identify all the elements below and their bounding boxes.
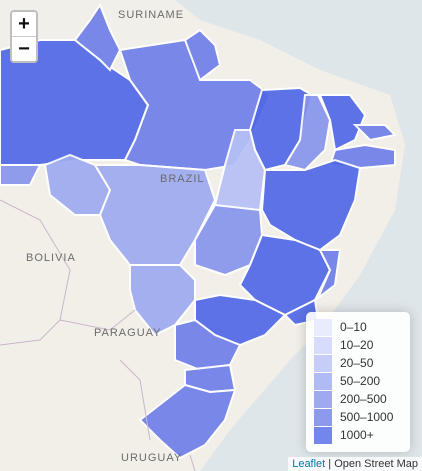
legend-item: 20–50 [314,354,402,372]
state-rn[interactable] [352,124,398,142]
leaflet-link[interactable]: Leaflet [292,458,326,470]
legend-item: 10–20 [314,336,402,354]
state-rio-grande-do-sul[interactable] [138,383,237,460]
legend-swatch [314,372,332,390]
legend-item: 200–500 [314,390,402,408]
label-bolivia: BOLIVIA [26,252,76,264]
state-parana[interactable] [174,318,242,372]
state-espirito-santo[interactable] [315,249,342,302]
state-roraima[interactable] [73,2,122,72]
legend-swatch [314,336,332,354]
legend-item: 500–1000 [314,408,402,426]
zoom-in-button[interactable]: + [18,13,30,35]
legend-label: 200–500 [340,392,387,406]
state-acre[interactable] [0,164,42,186]
state-goias[interactable] [194,203,264,277]
legend-item: 50–200 [314,372,402,390]
label-uruguay: URUGUAY [121,452,183,464]
legend-item: 1000+ [314,426,402,444]
legend-label: 1000+ [340,428,374,442]
legend-swatch [314,426,332,444]
zoom-out-button[interactable]: − [12,36,36,61]
legend-swatch [314,354,332,372]
legend-swatch [314,408,332,426]
legend-swatch [314,318,332,336]
osm-attribution: Open Street Map [334,458,418,470]
country-border [0,199,196,471]
legend-label: 500–1000 [340,410,394,424]
state-bahia[interactable] [260,158,362,252]
legend-label: 20–50 [340,356,374,370]
legend-item: 0–10 [314,318,402,336]
attribution-separator: | [325,458,335,470]
legend-label: 10–20 [340,338,374,352]
attribution: Leaflet | Open Street Map [288,457,422,471]
legend-swatch [314,390,332,408]
label-suriname: SURINAME [118,9,185,21]
legend: 0–10 10–20 20–50 50–200 200–500 500–1000… [306,312,410,452]
label-paraguay: PARAGUAY [94,327,162,339]
zoom-control: + − [10,10,38,63]
label-brazil: BRAZIL [160,173,205,185]
state-piaui[interactable] [283,94,332,172]
state-ceara[interactable] [318,94,367,152]
legend-label: 50–200 [340,374,381,388]
legend-label: 0–10 [340,320,367,334]
